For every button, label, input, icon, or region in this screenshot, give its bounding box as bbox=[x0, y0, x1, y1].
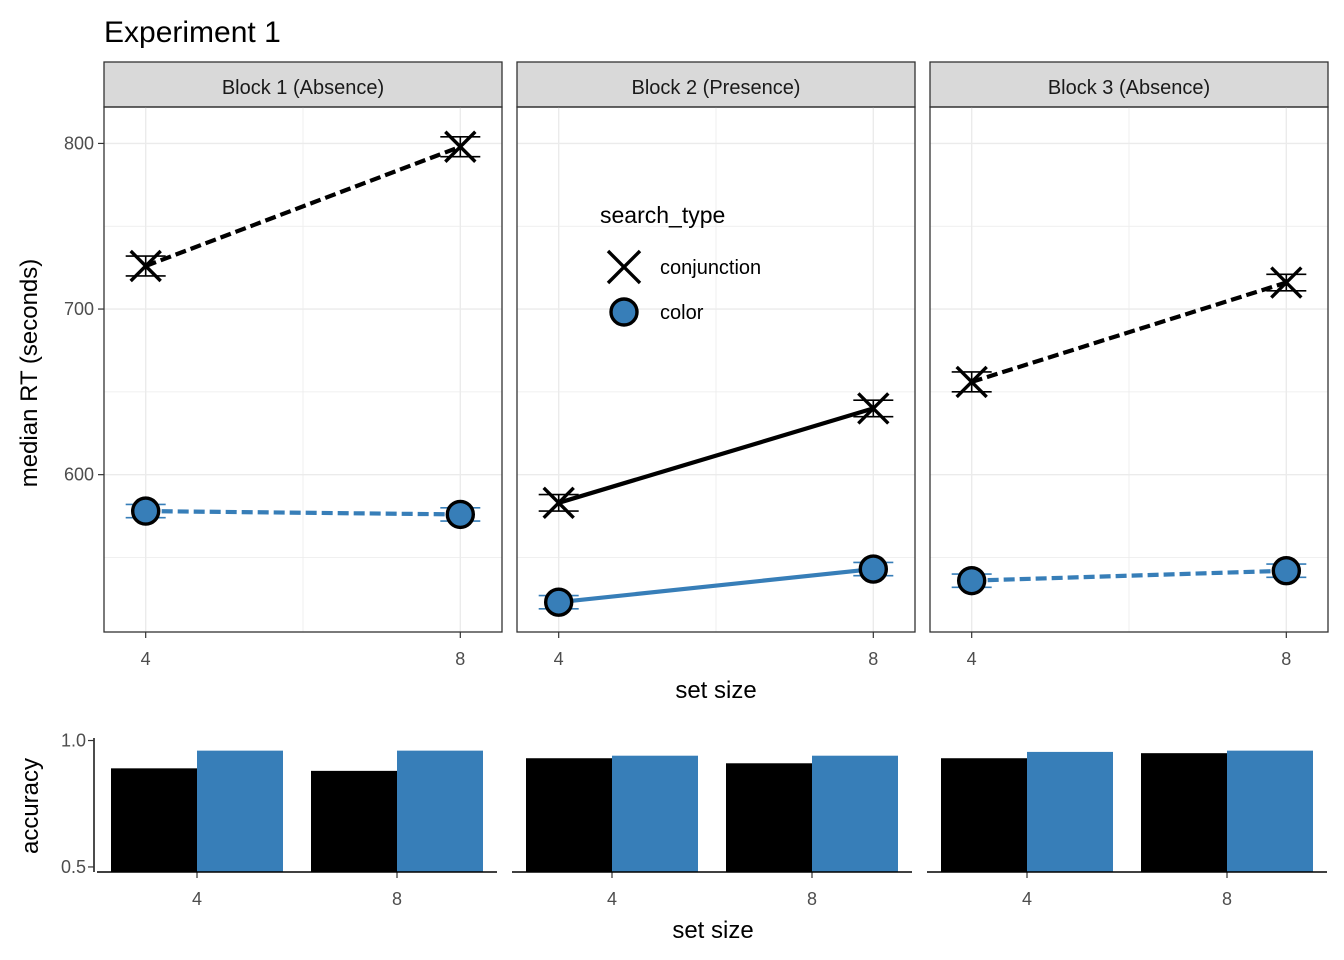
facet-strip bbox=[103, 61, 503, 108]
facet-label: Block 3 (Absence) bbox=[1048, 77, 1210, 99]
point-cross-b bbox=[129, 249, 162, 283]
y-tick-label: 700 bbox=[64, 299, 94, 319]
bar-conjunction bbox=[111, 768, 197, 872]
x-tick-label: 8 bbox=[1222, 889, 1232, 909]
x-tick-label: 8 bbox=[1281, 649, 1291, 669]
point-cross-b bbox=[542, 486, 575, 520]
bar-color bbox=[612, 755, 698, 872]
bar-color bbox=[1027, 751, 1113, 872]
point-conjunction bbox=[444, 130, 477, 163]
rt-panel-2: Block 2 (Presence) bbox=[516, 61, 916, 633]
y-tick-label: 800 bbox=[64, 133, 94, 153]
x-tick-label: 4 bbox=[141, 649, 151, 669]
x-tick-label: 4 bbox=[554, 649, 564, 669]
panel-border bbox=[929, 106, 1329, 633]
point-cross-b bbox=[955, 365, 988, 399]
x-tick-label: 8 bbox=[807, 889, 817, 909]
series-line-conjunction bbox=[144, 144, 462, 268]
bar-conjunction bbox=[311, 770, 397, 872]
y-tick-label: 1.0 bbox=[61, 731, 86, 751]
x-tick-label: 4 bbox=[607, 889, 617, 909]
point-color bbox=[858, 554, 889, 584]
bar-conjunction bbox=[726, 763, 812, 872]
x-tick-label: 4 bbox=[967, 649, 977, 669]
bar-color bbox=[397, 750, 483, 872]
point-conjunction bbox=[542, 486, 575, 520]
point-conjunction bbox=[857, 392, 890, 425]
series-line-color bbox=[971, 568, 1287, 583]
x-tick-label: 4 bbox=[192, 889, 202, 909]
bar-conjunction bbox=[1141, 753, 1227, 872]
rt-panels: Block 1 (Absence) Block 2 (Presence) Block… bbox=[103, 61, 1329, 633]
acc-y-axis-label: accuracy bbox=[17, 758, 44, 854]
x-tick-label: 8 bbox=[392, 889, 402, 909]
rt-panel-1: Block 1 (Absence) bbox=[103, 61, 503, 633]
point-color bbox=[1271, 556, 1302, 586]
x-tick-label: 8 bbox=[868, 649, 878, 669]
acc-x-axis-label: set size bbox=[672, 917, 753, 944]
facet-strip bbox=[929, 61, 1329, 108]
point-cross-b bbox=[1270, 266, 1303, 299]
point-color bbox=[543, 587, 574, 617]
bar-conjunction bbox=[526, 758, 612, 872]
accuracy-panels: 4 8 4 8 4 80.51.0 bbox=[61, 731, 1327, 909]
rt-x-axis-label: set size bbox=[675, 677, 756, 704]
facet-label: Block 2 (Presence) bbox=[632, 77, 801, 99]
panel-border bbox=[103, 106, 503, 633]
series-line-conjunction bbox=[971, 280, 1287, 384]
point-conjunction bbox=[1270, 266, 1303, 299]
point-cross-b bbox=[857, 392, 890, 425]
panel-border bbox=[516, 106, 916, 633]
rt-y-axis-label: median RT (seconds) bbox=[16, 259, 43, 488]
bar-color bbox=[197, 750, 283, 872]
series-line-color bbox=[145, 509, 461, 517]
point-color bbox=[956, 565, 987, 596]
legend-key-conjunction bbox=[606, 249, 642, 285]
legend-title: search_type bbox=[600, 202, 725, 228]
chart-title: Experiment 1 bbox=[104, 16, 281, 49]
legend-label-conjunction: conjunction bbox=[660, 257, 761, 279]
y-tick-label: 600 bbox=[64, 465, 94, 485]
x-tick-label: 4 bbox=[1022, 889, 1032, 909]
point-conjunction bbox=[955, 365, 988, 399]
bar-color bbox=[1227, 750, 1313, 872]
rt-axes: 4 8 4 8 4 8 600 700 800 bbox=[64, 133, 1291, 669]
point-color bbox=[130, 496, 161, 526]
bar-color bbox=[812, 755, 898, 872]
point-color bbox=[445, 499, 476, 530]
point-conjunction bbox=[129, 249, 162, 283]
y-tick-label: 0.5 bbox=[61, 857, 86, 877]
x-tick-label: 8 bbox=[455, 649, 465, 669]
series-line-conjunction bbox=[558, 406, 874, 505]
bar-conjunction bbox=[941, 758, 1027, 872]
facet-label: Block 1 (Absence) bbox=[222, 77, 384, 99]
legend-key-color bbox=[609, 297, 639, 327]
point-cross-b bbox=[444, 130, 477, 163]
rt-panel-3: Block 3 (Absence) bbox=[929, 61, 1329, 633]
legend-label-color: color bbox=[660, 302, 704, 324]
series-line-color bbox=[558, 566, 874, 605]
legend: search_type conjunction color bbox=[600, 202, 761, 327]
